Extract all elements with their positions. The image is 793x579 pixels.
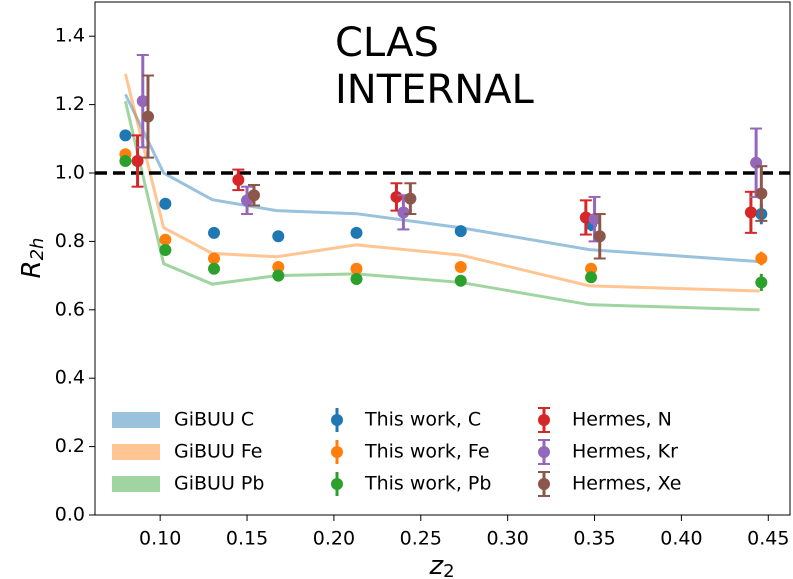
point [350, 262, 363, 275]
legend-label: Hermes, N [572, 409, 672, 431]
x-tick-label: 0.25 [400, 528, 442, 550]
y-axis-label: R2h [17, 238, 49, 279]
point [397, 206, 410, 219]
point [159, 197, 172, 210]
point [593, 230, 606, 243]
legend-label: GiBUU Pb [174, 473, 264, 495]
legend-label: This work, Fe [364, 441, 490, 463]
x-label-main: z [428, 551, 444, 579]
x-tick-label: 0.20 [313, 528, 355, 550]
legend-swatch [331, 446, 343, 458]
legend-label: This work, C [364, 409, 481, 431]
x-tick-label: 0.10 [139, 528, 181, 550]
point [159, 243, 172, 256]
point [272, 261, 285, 274]
x-axis-label: z2 [428, 551, 454, 579]
point [159, 233, 172, 246]
legend-label: Hermes, Xe [572, 473, 681, 495]
legend-swatch [112, 476, 160, 492]
y-tick-label: 1.4 [55, 25, 85, 47]
point [755, 187, 768, 200]
point [585, 262, 598, 275]
point [755, 252, 768, 265]
point [208, 262, 221, 275]
point [208, 226, 221, 239]
point [454, 274, 467, 287]
point [136, 95, 149, 108]
legend-swatch [331, 414, 343, 426]
x-tick-label: 0.40 [660, 528, 702, 550]
y-tick-label: 1.2 [55, 93, 85, 115]
point [131, 155, 144, 168]
point [247, 189, 260, 202]
annotation: INTERNAL [335, 67, 535, 113]
x-tick-label: 0.45 [747, 528, 789, 550]
y-tick-label: 0.8 [55, 230, 85, 252]
point [272, 269, 285, 282]
legend-swatch [331, 478, 343, 490]
point [350, 273, 363, 286]
legend-swatch [538, 478, 550, 490]
point [585, 271, 598, 284]
point [232, 173, 245, 186]
plot-frame [94, 1, 791, 516]
point [744, 206, 757, 219]
y-label-sub: 2h [27, 238, 48, 261]
legend: GiBUU C GiBUU Fe GiBUU Pb This work, C This … [112, 407, 681, 497]
y-tick-label: 0.0 [55, 504, 85, 526]
y-tick-label: 0.6 [55, 298, 85, 320]
annotation: CLAS [335, 20, 439, 66]
legend-label: GiBUU Fe [174, 441, 262, 463]
point [404, 192, 417, 205]
legend-label: GiBUU C [174, 409, 254, 431]
point [588, 213, 601, 226]
point [119, 129, 132, 142]
legend-swatch [538, 414, 550, 426]
model-line [124, 93, 760, 264]
point [755, 276, 768, 289]
point [454, 225, 467, 238]
x-tick-label: 0.30 [487, 528, 529, 550]
legend-swatch [112, 412, 160, 428]
y-tick-label: 0.2 [55, 435, 85, 457]
point [119, 155, 132, 168]
point [454, 261, 467, 274]
model-line [123, 100, 760, 312]
x-label-sub: 2 [443, 561, 454, 579]
y-tick-label: 1.0 [55, 162, 85, 184]
point [390, 190, 403, 203]
legend-label: Hermes, Kr [572, 441, 678, 463]
point [350, 226, 363, 239]
point [141, 110, 154, 123]
point [208, 252, 221, 265]
model-line [123, 73, 760, 293]
x-tick-label: 0.15 [226, 528, 268, 550]
y-tick-label: 0.4 [55, 367, 85, 389]
legend-label: This work, Pb [364, 473, 491, 495]
x-tick-label: 0.35 [573, 528, 615, 550]
point [272, 230, 285, 243]
legend-swatch [538, 446, 550, 458]
legend-swatch [112, 444, 160, 460]
y-label-main: R [17, 260, 47, 278]
